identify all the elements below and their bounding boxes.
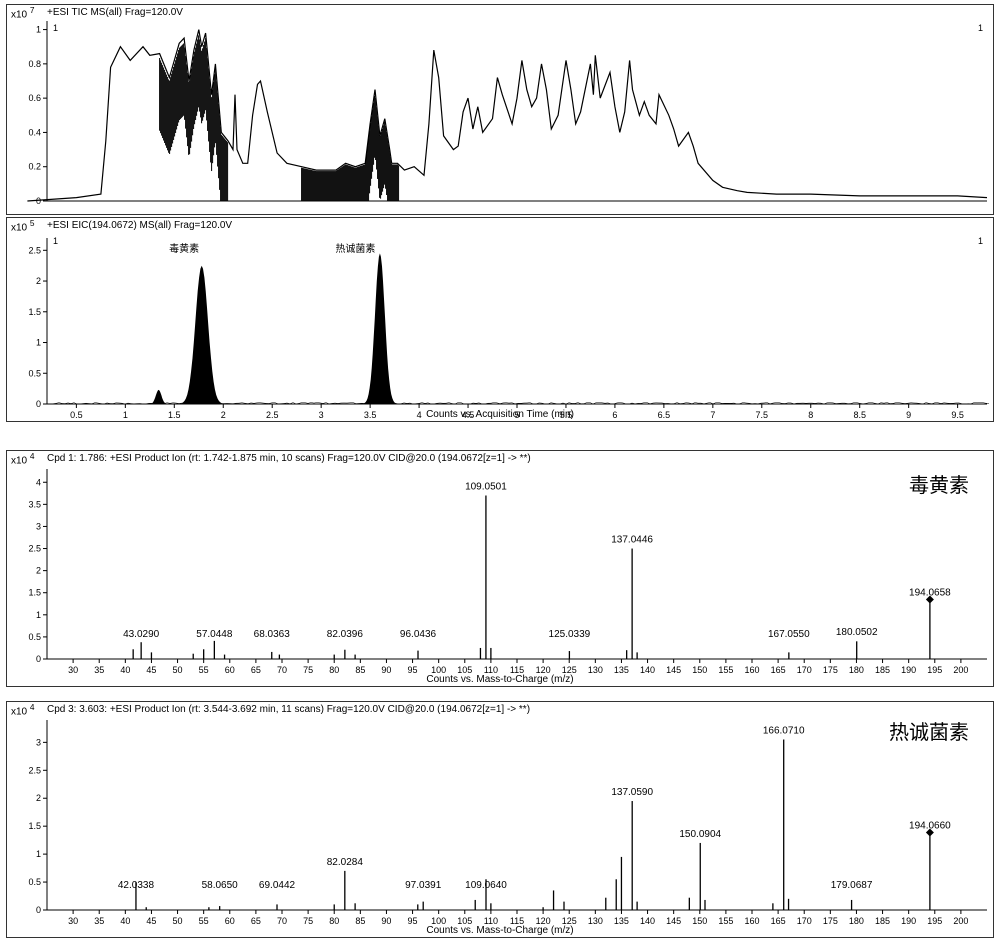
svg-text:68.0363: 68.0363	[254, 629, 291, 640]
svg-text:97.0391: 97.0391	[405, 880, 442, 891]
svg-text:1: 1	[36, 849, 41, 859]
msms-spectrum-1-panel: x10 4 Cpd 1: 1.786: +ESI Product Ion (rt…	[6, 450, 994, 687]
svg-text:0.5: 0.5	[28, 368, 41, 378]
svg-text:137.0446: 137.0446	[611, 535, 653, 546]
svg-text:109.0501: 109.0501	[465, 482, 507, 493]
msms-spectrum-2-panel: x10 4 Cpd 3: 3.603: +ESI Product Ion (rt…	[6, 701, 994, 938]
svg-text:毒黄素: 毒黄素	[169, 242, 199, 255]
ms-figure-root: x10 7 +ESI TIC MS(all) Frag=120.0V 00.20…	[0, 0, 1000, 946]
svg-text:1: 1	[53, 236, 58, 246]
svg-text:1: 1	[978, 23, 983, 33]
eic-plot: 00.511.522.50.511.522.533.544.555.566.57…	[7, 218, 995, 423]
svg-text:150.0904: 150.0904	[679, 829, 721, 840]
svg-text:1.5: 1.5	[28, 307, 41, 317]
svg-text:0.8: 0.8	[28, 59, 41, 69]
svg-text:0.2: 0.2	[28, 162, 41, 172]
svg-text:1: 1	[36, 610, 41, 620]
svg-text:82.0284: 82.0284	[327, 857, 364, 868]
svg-text:0: 0	[36, 654, 41, 664]
svg-text:2: 2	[36, 276, 41, 286]
svg-text:3: 3	[36, 521, 41, 531]
svg-text:167.0550: 167.0550	[768, 629, 810, 640]
x-axis-title-2: Counts vs. Acquisition Time (min)	[7, 409, 993, 420]
svg-text:4: 4	[36, 477, 41, 487]
svg-text:3: 3	[36, 737, 41, 747]
svg-text:109.0640: 109.0640	[465, 880, 507, 891]
svg-text:194.0660: 194.0660	[909, 821, 951, 832]
svg-text:热诚菌素: 热诚菌素	[335, 242, 375, 255]
svg-text:1.5: 1.5	[28, 821, 41, 831]
svg-text:69.0442: 69.0442	[259, 880, 296, 891]
svg-text:3.5: 3.5	[28, 499, 41, 509]
x-axis-title-3: Counts vs. Mass-to-Charge (m/z)	[7, 674, 993, 685]
svg-text:0: 0	[36, 196, 41, 206]
svg-text:0.5: 0.5	[28, 877, 41, 887]
svg-text:42.0338: 42.0338	[118, 880, 155, 891]
svg-text:43.0290: 43.0290	[123, 629, 160, 640]
svg-text:96.0436: 96.0436	[400, 629, 437, 640]
svg-text:2.5: 2.5	[28, 544, 41, 554]
svg-text:0.6: 0.6	[28, 93, 41, 103]
msms1-plot: 00.511.522.533.5430354045505560657075808…	[7, 451, 995, 688]
svg-text:0.4: 0.4	[28, 127, 41, 137]
svg-text:1: 1	[36, 25, 41, 35]
svg-text:2.5: 2.5	[28, 765, 41, 775]
svg-text:1: 1	[978, 236, 983, 246]
svg-text:0: 0	[36, 399, 41, 409]
svg-text:179.0687: 179.0687	[831, 880, 873, 891]
svg-text:180.0502: 180.0502	[836, 627, 878, 638]
tic-plot: 0 0.2 0.4 0.6 0.8 1 1 1	[7, 5, 995, 216]
svg-text:0.5: 0.5	[28, 632, 41, 642]
svg-text:2: 2	[36, 566, 41, 576]
svg-text:2.5: 2.5	[28, 245, 41, 255]
msms2-plot: 00.511.522.53303540455055606570758085909…	[7, 702, 995, 939]
eic-chromatogram-panel: x10 5 +ESI EIC(194.0672) MS(all) Frag=12…	[6, 217, 994, 422]
svg-text:1: 1	[36, 338, 41, 348]
svg-text:0: 0	[36, 905, 41, 915]
svg-text:1.5: 1.5	[28, 588, 41, 598]
x-axis-title-4: Counts vs. Mass-to-Charge (m/z)	[7, 925, 993, 936]
svg-text:2: 2	[36, 793, 41, 803]
svg-text:194.0658: 194.0658	[909, 588, 951, 599]
svg-text:137.0590: 137.0590	[611, 787, 653, 798]
svg-text:82.0396: 82.0396	[327, 629, 364, 640]
tic-chromatogram-panel: x10 7 +ESI TIC MS(all) Frag=120.0V 00.20…	[6, 4, 994, 215]
svg-text:166.0710: 166.0710	[763, 726, 805, 737]
svg-text:1: 1	[53, 23, 58, 33]
svg-text:125.0339: 125.0339	[549, 629, 591, 640]
svg-text:57.0448: 57.0448	[196, 629, 233, 640]
svg-text:58.0650: 58.0650	[202, 880, 239, 891]
